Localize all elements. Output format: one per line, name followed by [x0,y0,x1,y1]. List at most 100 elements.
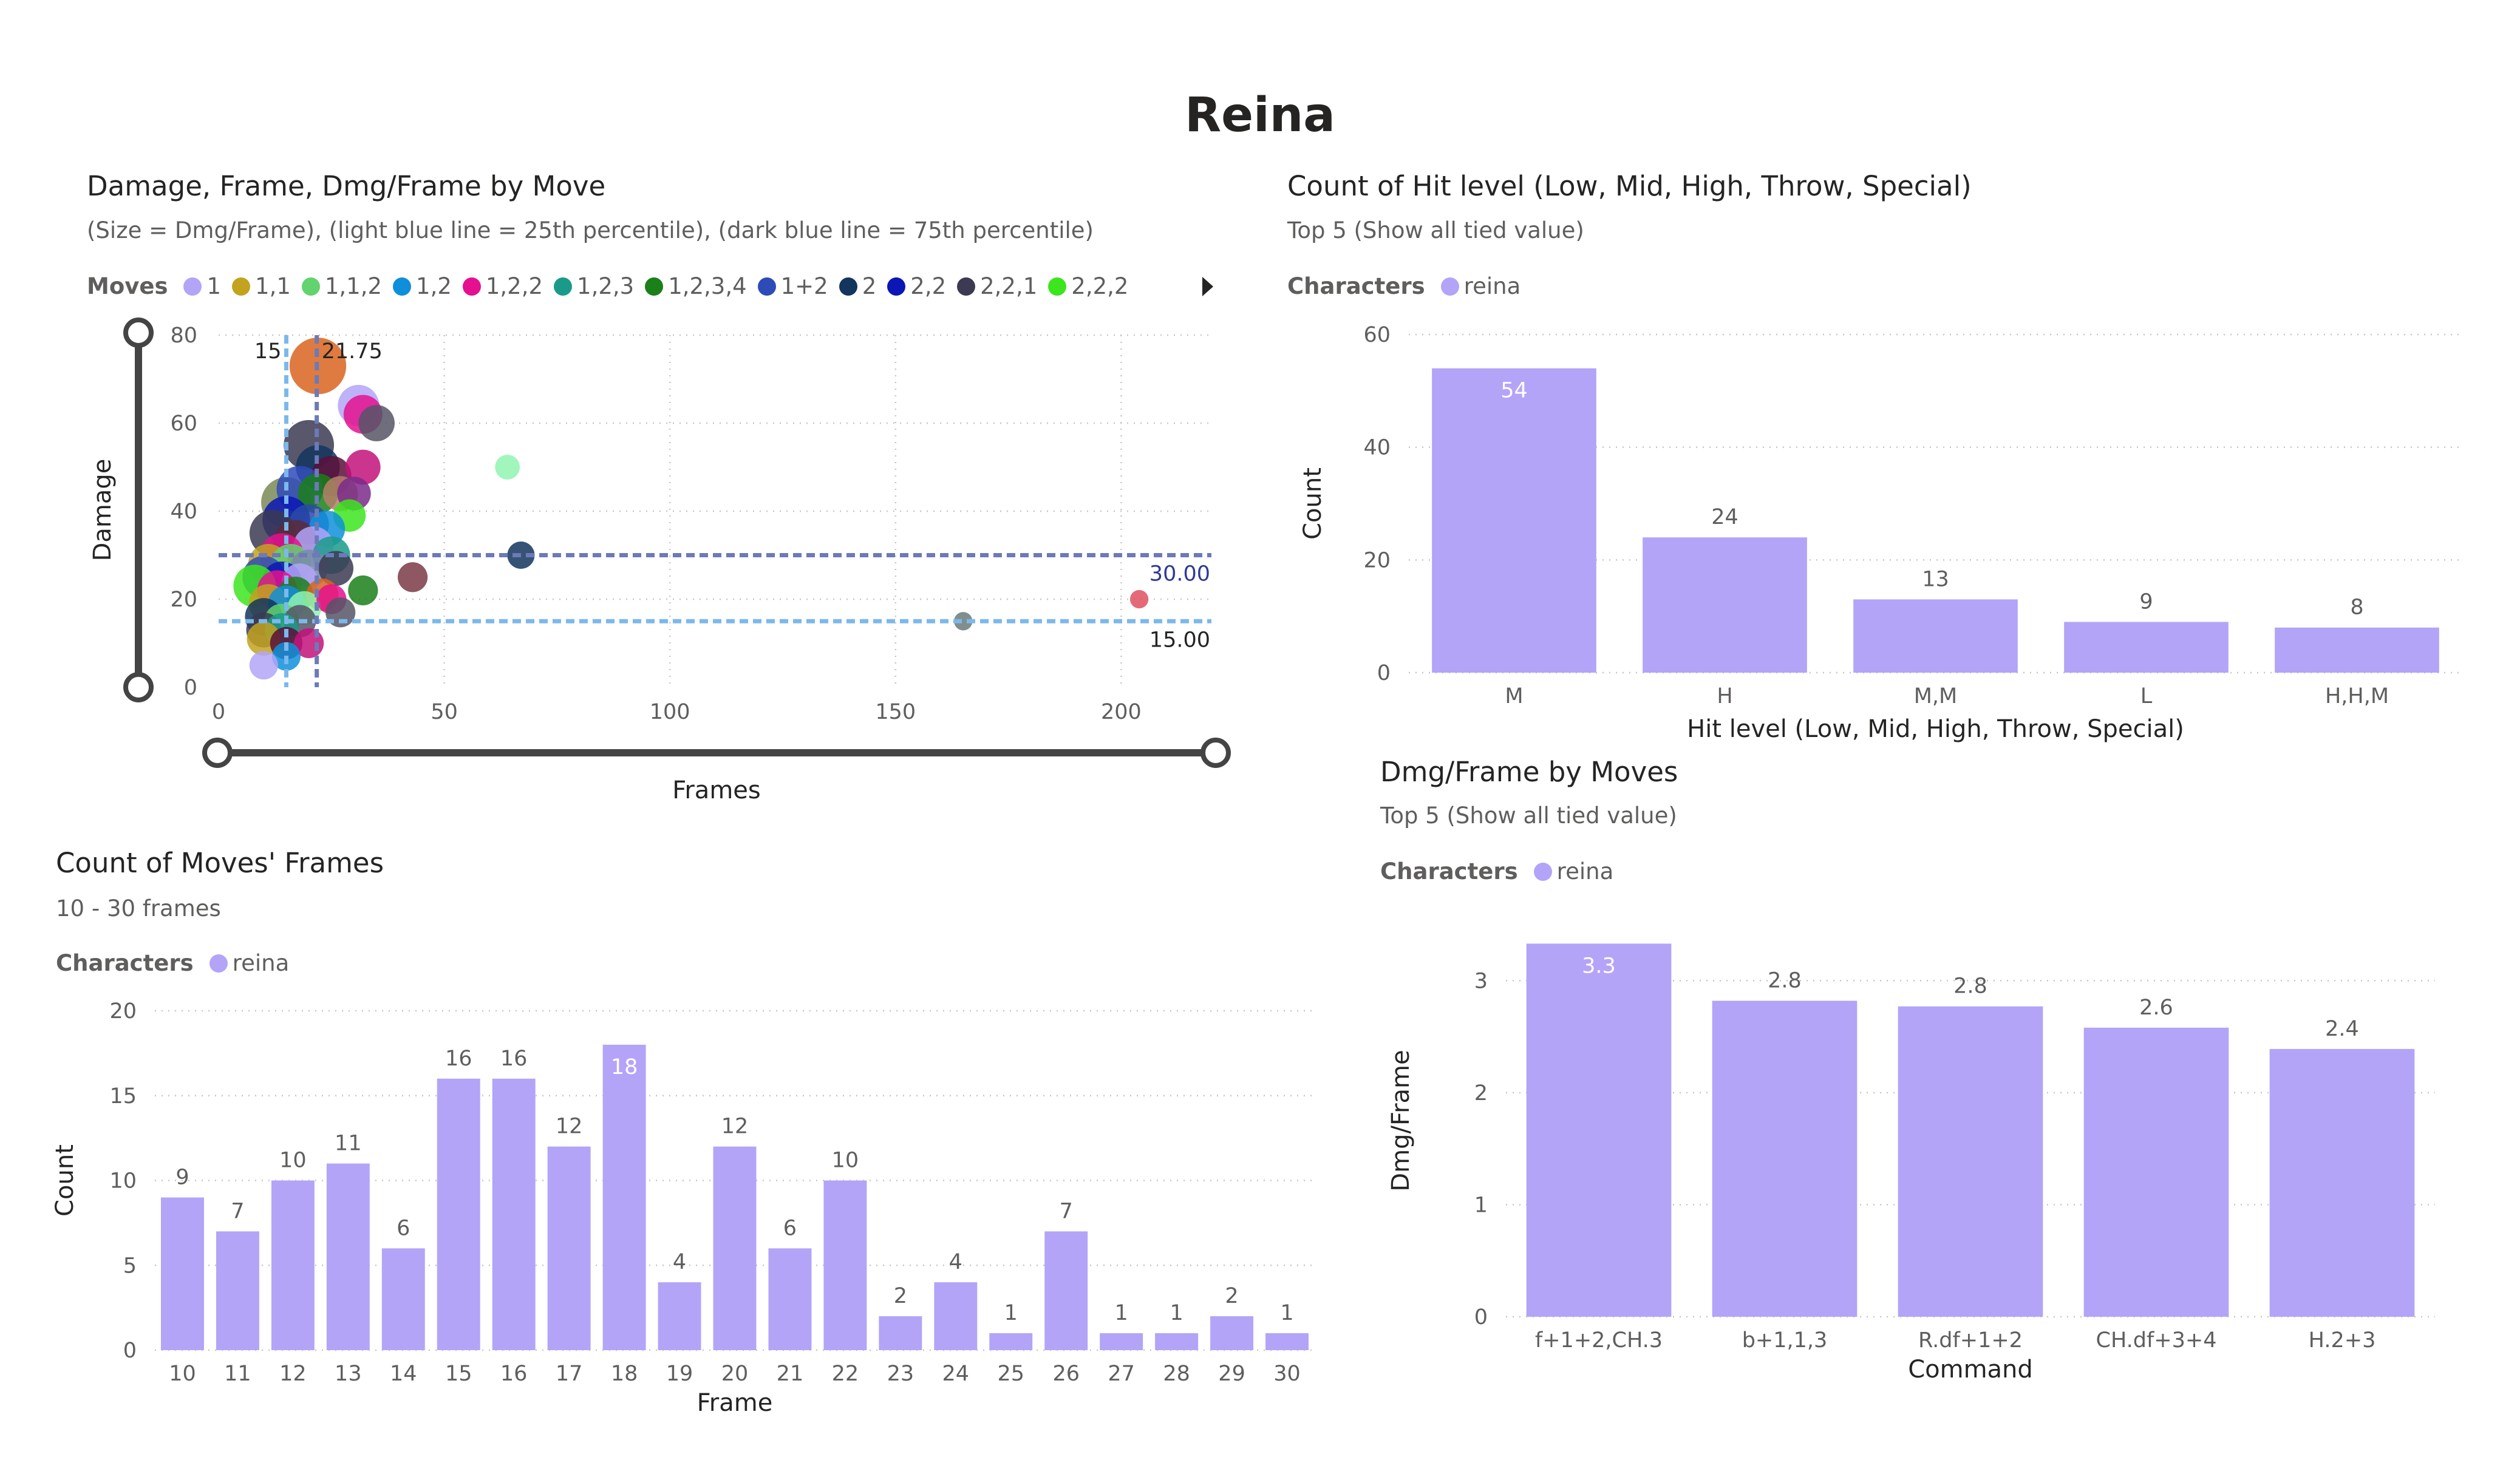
x-tick-label: 12 [279,1362,307,1386]
bar [1432,368,1596,673]
dmg-frame-bar-chart[interactable]: 0 1 2 3 3.3 f+1+2,CH.3 2.8 b+1,1,3 2.8 R.df+1+2 2.… [1360,898,2514,1433]
data-label: 1 [1115,1301,1128,1325]
data-label: 12 [556,1115,583,1139]
bar [2064,622,2229,673]
data-label: 4 [673,1250,686,1274]
data-label: 2.4 [2325,1017,2359,1041]
scatter-plot[interactable]: 0 50 100 150 200 0 20 40 60 80 15 21.75 30.00 15.00 Da… [0,304,1306,911]
legend-label: 1+2 [780,273,828,299]
scatter-point [495,455,520,480]
bar [934,1282,978,1350]
legend-dot-icon [839,277,857,296]
x-tick-label: 18 [611,1362,638,1386]
bar [161,1197,204,1350]
x-tick-label: f+1+2,CH.3 [1535,1328,1663,1353]
bar [989,1333,1033,1350]
data-label: 24 [1711,505,1738,529]
legend-label: reina [1556,858,1614,885]
frames-chart-legend: Characters reina [56,950,300,976]
legend-dot-icon [1048,277,1067,296]
y-tick-label: 40 [1363,436,1391,460]
legend-item[interactable]: 1,1 [232,273,291,299]
data-label: 3.3 [1582,954,1616,978]
hit-level-bar-chart[interactable]: 0 20 40 60 54 M 24 H 13 M,M 9 L 8 H,H,M Hit level (Low… [1275,316,2508,777]
y-tick-label: 0 [1377,661,1391,685]
legend-item[interactable]: 1 [183,273,221,299]
x-tick-label: 27 [1108,1362,1135,1386]
scatter-point [397,562,428,593]
hit-chart-title: Count of Hit level (Low, Mid, High, Thro… [1287,170,1972,202]
y-tick-label: 40 [170,500,197,524]
legend-item[interactable]: reina [209,950,289,976]
bar [1712,1000,1858,1317]
hit-chart-subtitle: Top 5 (Show all tied value) [1287,217,1584,243]
x-axis-title: Frames [672,776,760,804]
scatter-point [954,612,973,631]
data-label: 16 [445,1047,472,1071]
frames-bar-chart[interactable]: 0510152091071110121113614161516161217181… [0,983,1315,1457]
legend-dot-icon [957,277,976,296]
y-tick-label: 2 [1474,1081,1488,1105]
y-tick-label: 1 [1474,1193,1488,1217]
legend-item[interactable]: reina [1440,273,1521,299]
legend-item[interactable]: 1,2,3 [554,273,634,299]
x-tick-label: 25 [997,1362,1024,1386]
bar [823,1180,867,1350]
legend-label: 2,2 [910,273,947,299]
scatter-point [346,449,381,485]
y-range-slider-handle-icon [123,672,154,702]
legend-label: 1,1,2 [324,273,383,299]
legend-item[interactable]: reina [1533,858,1614,885]
bar [658,1282,701,1350]
scatter-legend: Moves 1 1,1 1,1,2 1,2 1,2,2 1,2,3 1,2,3,4 1+2 2 2… [87,273,1139,299]
x-tick-label: 28 [1163,1362,1190,1386]
legend-dot-icon [183,277,202,296]
legend-label: 1 [206,273,222,299]
legend-item[interactable]: 2 [839,273,876,299]
x-tick-label: L [2140,684,2153,708]
x-tick-label: 13 [335,1362,362,1386]
legend-item[interactable]: 1,1,2 [301,273,383,299]
legend-dot-icon [301,277,320,296]
legend-item[interactable]: 1+2 [757,273,828,299]
legend-item[interactable]: 1,2 [393,273,452,299]
legend-next-icon[interactable] [1202,277,1213,296]
x-tick-label: 14 [390,1362,417,1386]
x-tick-label: 22 [832,1362,859,1386]
scatter-point [358,405,395,441]
legend-item[interactable]: 1,2,3,4 [645,273,747,299]
data-label: 2.6 [2139,996,2173,1020]
y-range-slider-handle-icon [123,318,154,348]
legend-dot-icon [887,277,906,296]
bar [1155,1333,1199,1350]
legend-label: reina [1463,273,1521,299]
legend-item[interactable]: 2,2,2 [1048,273,1128,299]
dmg-chart-legend: Characters reina [1380,858,1624,885]
data-label: 1 [1004,1301,1018,1325]
x-tick-label: 26 [1052,1362,1080,1386]
data-label: 1 [1280,1301,1293,1325]
y-tick-label: 10 [109,1169,137,1194]
legend-label: 1,2,2 [485,273,543,299]
legend-item[interactable]: 2,2,1 [957,273,1037,299]
legend-item[interactable]: 1,2,2 [462,273,543,299]
y-p25-label: 15.00 [1149,628,1210,652]
y-p75-label: 30.00 [1149,562,1210,586]
data-label: 16 [500,1047,528,1071]
data-label: 2.8 [1953,974,1987,999]
legend-item[interactable]: 2,2 [887,273,946,299]
data-label: 9 [2139,589,2153,614]
legend-label: 1,2 [416,273,452,299]
x-tick-label: 20 [721,1362,749,1386]
bar [713,1146,757,1350]
legend-label: 1,1 [255,273,291,299]
x-tick-label: 11 [224,1362,251,1386]
y-tick-label: 60 [170,412,197,436]
x-axis-title: Frame [697,1389,773,1417]
bar [437,1078,480,1350]
data-label: 7 [231,1199,244,1223]
y-tick-label: 20 [109,999,137,1024]
dmg-chart-subtitle: Top 5 (Show all tied value) [1380,803,1677,829]
x-axis-title: Hit level (Low, Mid, High, Throw, Specia… [1687,715,2184,743]
bar [2083,1027,2229,1317]
